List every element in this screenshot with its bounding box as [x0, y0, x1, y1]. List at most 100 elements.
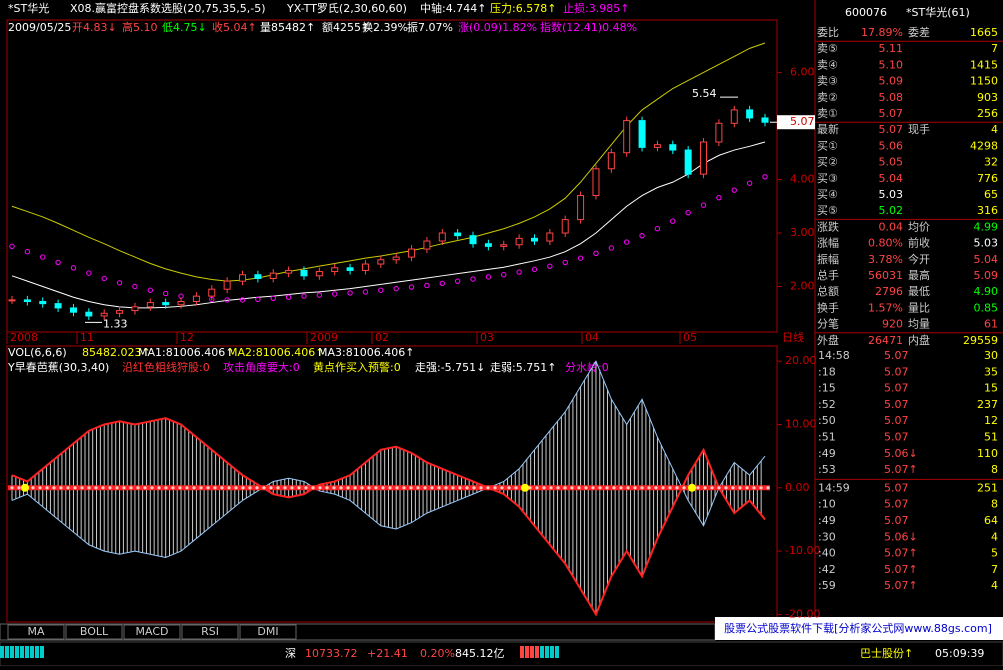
- trade-price: 5.07↑: [884, 463, 918, 476]
- buy-dot: [688, 483, 696, 492]
- tab[interactable]: [181, 624, 239, 640]
- candle: [177, 300, 185, 306]
- indicator: [40, 646, 44, 658]
- tab[interactable]: [7, 624, 65, 640]
- zero-dot: [605, 486, 609, 490]
- zero-dot: [507, 486, 511, 490]
- osc-item: 分水岭:0: [565, 360, 609, 374]
- name: *ST华光(61): [906, 5, 970, 19]
- quote-label: 买⑤: [817, 204, 838, 217]
- candle: [546, 232, 554, 242]
- price-frame: [6, 19, 778, 333]
- zero-dot: [87, 486, 91, 490]
- zero-dot: [472, 486, 476, 490]
- zero-dot: [17, 486, 21, 490]
- status-pct: 0.20%: [420, 647, 455, 660]
- lower-dot: [285, 294, 292, 300]
- candle: [423, 240, 431, 250]
- trade-price: 5.07: [884, 382, 909, 395]
- indicator: [20, 646, 24, 658]
- zero-dot: [745, 486, 749, 490]
- last-box: [777, 115, 815, 130]
- zero-dot: [409, 486, 413, 490]
- trade-time: :18: [818, 365, 836, 378]
- upper-band: [11, 42, 766, 282]
- candle: [515, 237, 523, 246]
- lower-dot: [393, 285, 399, 292]
- quote-label: 委比: [817, 26, 839, 39]
- tab[interactable]: [65, 624, 123, 640]
- ad-bar: [715, 617, 1003, 640]
- quote-volume: 1415: [970, 58, 998, 71]
- quote-label: 换手: [817, 300, 839, 314]
- tab[interactable]: [239, 624, 297, 640]
- buy-dot: [521, 483, 529, 492]
- quote-label: 前收: [908, 236, 930, 250]
- zero-dot: [227, 486, 231, 490]
- trade-price: 5.07↑: [884, 579, 918, 592]
- quote-label: 内盘: [908, 333, 930, 347]
- zero-dot: [668, 486, 672, 490]
- zero-dot: [143, 486, 147, 490]
- zero-dot: [332, 486, 336, 490]
- trade-volume: 110: [977, 447, 998, 460]
- zero-dot: [367, 486, 371, 490]
- quote-label: 卖④: [817, 58, 838, 71]
- quote-value: 0.85: [974, 301, 999, 314]
- zero-dot: [612, 486, 616, 490]
- status-index: 深: [285, 647, 296, 660]
- zero-dot: [311, 486, 315, 490]
- high-note: 5.54: [692, 87, 717, 100]
- quote-value: 2796: [875, 285, 903, 298]
- zero-dot: [241, 486, 245, 490]
- lower-dot: [547, 263, 553, 269]
- y-tick-label: 0.00: [785, 481, 810, 494]
- zero-dot: [178, 486, 182, 490]
- quote-value: 5.09: [879, 75, 904, 88]
- candle: [23, 299, 31, 302]
- lower-dot: [639, 232, 645, 239]
- candle: [162, 302, 170, 306]
- candle: [146, 302, 154, 308]
- lower-dot: [485, 274, 492, 280]
- trade-time: :49: [818, 447, 836, 460]
- trade-volume: 251: [977, 481, 998, 494]
- candle: [315, 271, 323, 277]
- date-label: 11: [80, 331, 94, 344]
- trade-time: :59: [818, 579, 836, 592]
- zero-dot: [451, 486, 455, 490]
- zero-dot: [164, 486, 168, 490]
- trade-time: :10: [818, 498, 836, 511]
- zero-dot: [724, 486, 728, 490]
- lower-dot: [501, 272, 507, 278]
- zero-dot: [514, 486, 518, 490]
- zero-dot: [549, 486, 553, 490]
- quote-label: 卖⑤: [817, 42, 838, 55]
- quote-value: 5.04: [974, 253, 999, 266]
- zero-dot: [73, 486, 77, 490]
- zero-dot: [381, 486, 385, 490]
- quote-value: 5.06: [879, 139, 904, 152]
- lower-dot: [101, 275, 107, 282]
- candle: [131, 306, 139, 312]
- header-item: 涨(0.09)1.82%: [458, 21, 537, 34]
- indicator: [5, 646, 9, 658]
- trade-price: 5.07↑: [884, 547, 918, 560]
- tab[interactable]: [123, 624, 181, 640]
- trade-volume: 8: [991, 498, 998, 511]
- zero-dot: [269, 486, 273, 490]
- candle: [269, 272, 277, 279]
- trade-time: :52: [818, 398, 836, 411]
- quote-label: 最新: [817, 122, 839, 136]
- header-item: YX-TT罗氏(2,30,60,60): [286, 2, 407, 15]
- zero-dot: [388, 486, 392, 490]
- date-label: 05: [683, 331, 697, 344]
- zero-dot: [325, 486, 329, 490]
- zero-dot: [374, 486, 378, 490]
- zero-dot: [661, 486, 665, 490]
- zero-dot: [213, 486, 217, 490]
- zero-dot: [108, 486, 112, 490]
- date-label: 2008: [10, 331, 38, 344]
- header-item: 换2.39%: [362, 20, 408, 34]
- zero-dot: [122, 486, 126, 490]
